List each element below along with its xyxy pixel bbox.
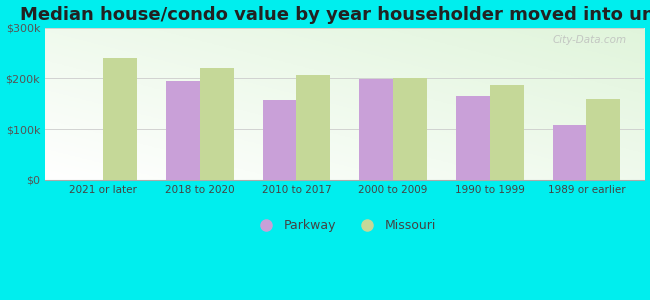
Legend: Parkway, Missouri: Parkway, Missouri (248, 214, 441, 237)
Bar (586, 99, 620, 180)
Bar (200, 68, 233, 180)
Bar (393, 79, 427, 180)
Bar (489, 85, 524, 180)
Text: City-Data.com: City-Data.com (552, 35, 627, 46)
Bar (359, 80, 393, 180)
Bar (263, 100, 296, 180)
Title: Median house/condo value by year householder moved into unit: Median house/condo value by year househo… (20, 6, 650, 24)
Bar (552, 125, 586, 180)
Bar (166, 81, 200, 180)
Bar (296, 75, 330, 180)
Bar (456, 96, 489, 180)
Bar (103, 58, 137, 180)
